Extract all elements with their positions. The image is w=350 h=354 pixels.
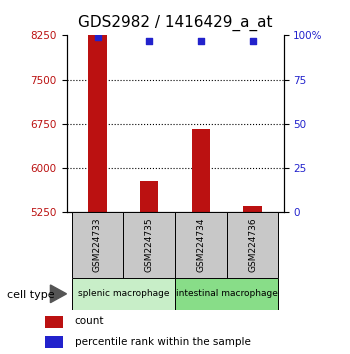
Bar xyxy=(192,129,210,212)
Text: GSM224734: GSM224734 xyxy=(196,218,205,272)
Text: GSM224735: GSM224735 xyxy=(145,218,154,273)
Text: cell type: cell type xyxy=(7,290,55,299)
Text: splenic macrophage: splenic macrophage xyxy=(78,289,169,298)
Polygon shape xyxy=(50,285,66,303)
Bar xyxy=(175,278,278,310)
Text: percentile rank within the sample: percentile rank within the sample xyxy=(75,337,251,347)
Text: GSM224733: GSM224733 xyxy=(93,218,102,273)
Bar xyxy=(45,316,63,328)
Bar xyxy=(45,336,63,348)
Text: GSM224736: GSM224736 xyxy=(248,218,257,273)
Bar xyxy=(123,212,175,278)
Text: count: count xyxy=(75,316,104,326)
Bar xyxy=(175,212,227,278)
Bar xyxy=(72,278,175,310)
Bar xyxy=(227,212,278,278)
Bar xyxy=(72,212,123,278)
Text: GDS2982 / 1416429_a_at: GDS2982 / 1416429_a_at xyxy=(78,15,272,31)
Point xyxy=(95,34,100,40)
Point xyxy=(198,38,204,44)
Bar xyxy=(89,10,106,212)
Bar xyxy=(244,206,261,212)
Text: intestinal macrophage: intestinal macrophage xyxy=(176,289,278,298)
Point xyxy=(250,38,255,44)
Bar xyxy=(140,181,158,212)
Point xyxy=(146,38,152,44)
